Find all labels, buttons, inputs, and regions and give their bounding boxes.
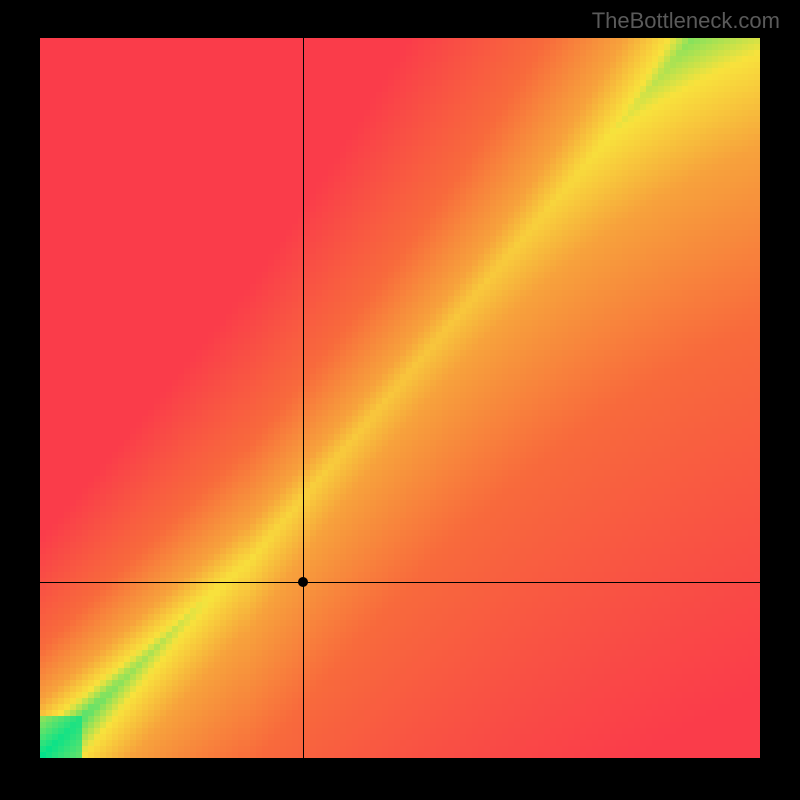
marker-dot <box>298 577 308 587</box>
watermark-text: TheBottleneck.com <box>592 8 780 34</box>
heatmap-plot <box>40 38 760 758</box>
heatmap-canvas <box>40 38 760 758</box>
crosshair-vertical <box>303 38 304 758</box>
crosshair-horizontal <box>40 582 760 583</box>
